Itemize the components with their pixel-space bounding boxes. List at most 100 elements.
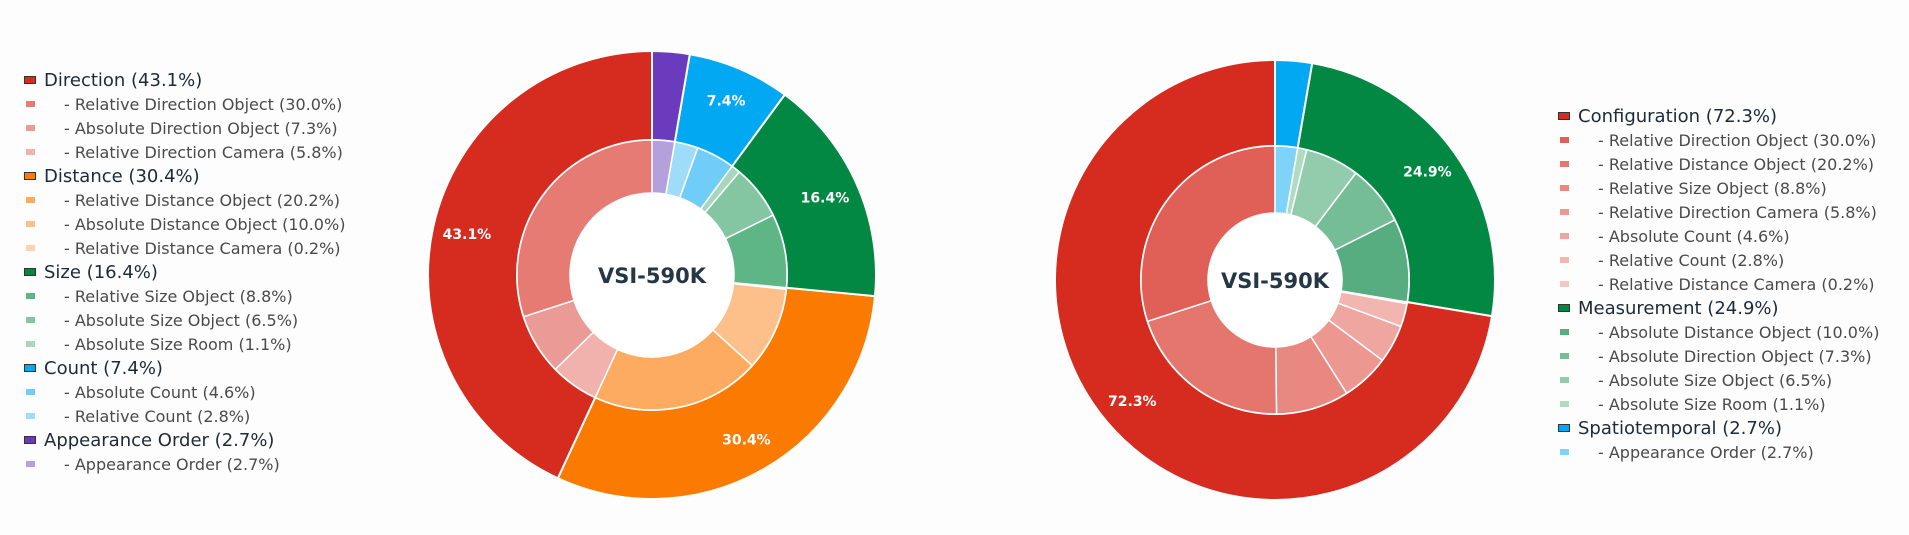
legend-swatch <box>1560 401 1569 407</box>
legend-label: - Absolute Distance Object (10.0%) <box>64 214 346 234</box>
legend-subcategory-absolute-distance-object: - Absolute Distance Object (10.0%) <box>1558 320 1879 344</box>
legend-swatch <box>26 149 35 155</box>
legend-swatch <box>1560 233 1569 239</box>
legend-swatch <box>1560 161 1569 167</box>
slice-label-distance: 30.4% <box>722 432 771 448</box>
legend-swatch <box>1558 424 1570 432</box>
legend-label: - Appearance Order (2.7%) <box>64 454 280 474</box>
legend-subcategory-relative-size-object: - Relative Size Object (8.8%) <box>24 284 345 308</box>
legend-label: Appearance Order (2.7%) <box>44 429 275 451</box>
legend-swatch <box>1558 112 1570 120</box>
category-size <box>699 93 877 298</box>
legend-swatch <box>26 101 35 107</box>
legend-swatch <box>1560 257 1569 263</box>
legend-subcategory-absolute-size-object: - Absolute Size Object (6.5%) <box>1558 368 1879 392</box>
category-distance <box>556 281 877 500</box>
legend-label: - Absolute Size Object (6.5%) <box>64 310 299 330</box>
category-count <box>664 53 787 211</box>
legend-label: Measurement (24.9%) <box>1578 297 1779 319</box>
legend-category-distance: Distance (30.4%) <box>24 164 345 188</box>
legend-subcategory-relative-distance-object: - Relative Distance Object (20.2%) <box>24 188 345 212</box>
legend-category-appearance-order: Appearance Order (2.7%) <box>24 428 345 452</box>
legend-label: Configuration (72.3%) <box>1578 105 1778 127</box>
legend-label: Count (7.4%) <box>44 357 163 379</box>
slice-label-direction: 43.1% <box>443 227 492 243</box>
legend-swatch <box>24 364 36 372</box>
legend-label: Distance (30.4%) <box>44 165 200 187</box>
legend-right: Configuration (72.3%) - Relative Directio… <box>1558 104 1879 464</box>
legend-swatch <box>26 413 35 419</box>
center-hole <box>1208 213 1342 347</box>
legend-swatch <box>1560 137 1569 143</box>
legend-swatch <box>1560 209 1569 215</box>
legend-label: - Absolute Count (4.6%) <box>1598 226 1790 246</box>
legend-swatch <box>26 461 35 467</box>
legend-subcategory-absolute-size-room: - Absolute Size Room (1.1%) <box>1558 392 1879 416</box>
legend-swatch <box>24 268 36 276</box>
legend-label: - Absolute Distance Object (10.0%) <box>1598 322 1880 342</box>
legend-left: Direction (43.1%) - Relative Direction Ob… <box>24 68 345 476</box>
legend-swatch <box>26 197 35 203</box>
legend-label: - Relative Distance Object (20.2%) <box>64 190 341 210</box>
legend-subcategory-relative-distance-camera: - Relative Distance Camera (0.2%) <box>1558 272 1879 296</box>
sunburst-chart-right: 72.3% 24.9% VSI-590K <box>1054 58 1496 501</box>
legend-subcategory-appearance-order: - Appearance Order (2.7%) <box>24 452 345 476</box>
legend-label: - Relative Size Object (8.8%) <box>1598 178 1827 198</box>
category-configuration <box>1054 58 1494 501</box>
slice-label-configuration: 72.3% <box>1108 394 1157 410</box>
legend-subcategory-appearance-order: - Appearance Order (2.7%) <box>1558 440 1879 464</box>
legend-subcategory-relative-direction-object: - Relative Direction Object (30.0%) <box>1558 128 1879 152</box>
legend-subcategory-absolute-distance-object: - Absolute Distance Object (10.0%) <box>24 212 345 236</box>
legend-label: - Relative Size Object (8.8%) <box>64 286 293 306</box>
slice-label-size: 16.4% <box>801 191 850 207</box>
legend-subcategory-relative-direction-camera: - Relative Direction Camera (5.8%) <box>24 140 345 164</box>
category-appearance-order <box>651 49 691 196</box>
legend-label: Direction (43.1%) <box>44 69 203 91</box>
legend-label: - Appearance Order (2.7%) <box>1598 442 1814 462</box>
legend-label: - Relative Count (2.8%) <box>1598 250 1785 270</box>
legend-swatch <box>26 221 35 227</box>
legend-swatch <box>24 436 36 444</box>
legend-subcategory-relative-distance-camera: - Relative Distance Camera (0.2%) <box>24 236 345 260</box>
legend-label: - Relative Distance Camera (0.2%) <box>64 238 341 258</box>
legend-swatch <box>1560 449 1569 455</box>
legend-swatch <box>26 125 35 131</box>
legend-subcategory-absolute-count: - Absolute Count (4.6%) <box>24 380 345 404</box>
legend-swatch <box>26 317 35 323</box>
legend-label: - Relative Count (2.8%) <box>64 406 251 426</box>
slice-label-measurement: 24.9% <box>1403 165 1452 181</box>
legend-label: - Relative Distance Camera (0.2%) <box>1598 274 1875 294</box>
slice-label-count: 7.4% <box>707 94 746 110</box>
legend-subcategory-relative-direction-camera: - Relative Direction Camera (5.8%) <box>1558 200 1879 224</box>
legend-subcategory-absolute-size-object: - Absolute Size Object (6.5%) <box>24 308 345 332</box>
legend-label: - Absolute Size Room (1.1%) <box>64 334 292 354</box>
legend-label: - Absolute Size Room (1.1%) <box>1598 394 1826 414</box>
legend-label: - Relative Direction Camera (5.8%) <box>64 142 343 162</box>
legend-category-measurement: Measurement (24.9%) <box>1558 296 1879 320</box>
center-hole <box>570 193 734 357</box>
legend-subcategory-absolute-direction-object: - Absolute Direction Object (7.3%) <box>1558 344 1879 368</box>
legend-category-direction: Direction (43.1%) <box>24 68 345 92</box>
legend-label: - Absolute Count (4.6%) <box>64 382 256 402</box>
legend-swatch <box>1560 329 1569 335</box>
legend-label: - Relative Distance Object (20.2%) <box>1598 154 1875 174</box>
legend-swatch <box>26 245 35 251</box>
legend-label: - Absolute Direction Object (7.3%) <box>64 118 338 138</box>
legend-category-configuration: Configuration (72.3%) <box>1558 104 1879 128</box>
legend-subcategory-relative-direction-object: - Relative Direction Object (30.0%) <box>24 92 345 116</box>
legend-subcategory-absolute-count: - Absolute Count (4.6%) <box>1558 224 1879 248</box>
legend-swatch <box>1560 377 1569 383</box>
legend-swatch <box>26 389 35 395</box>
legend-label: - Relative Direction Object (30.0%) <box>64 94 343 114</box>
legend-label: - Absolute Size Object (6.5%) <box>1598 370 1833 390</box>
legend-label: - Relative Direction Camera (5.8%) <box>1598 202 1877 222</box>
center-label: VSI-590K <box>1221 269 1330 293</box>
inner-slice-relative-direction-object <box>516 139 653 318</box>
legend-category-spatiotemporal: Spatiotemporal (2.7%) <box>1558 416 1879 440</box>
legend-subcategory-relative-count: - Relative Count (2.8%) <box>1558 248 1879 272</box>
legend-swatch <box>26 293 35 299</box>
legend-label: Spatiotemporal (2.7%) <box>1578 417 1782 439</box>
category-direction <box>427 49 653 480</box>
legend-swatch <box>1560 281 1569 287</box>
category-measurement <box>1285 62 1496 318</box>
